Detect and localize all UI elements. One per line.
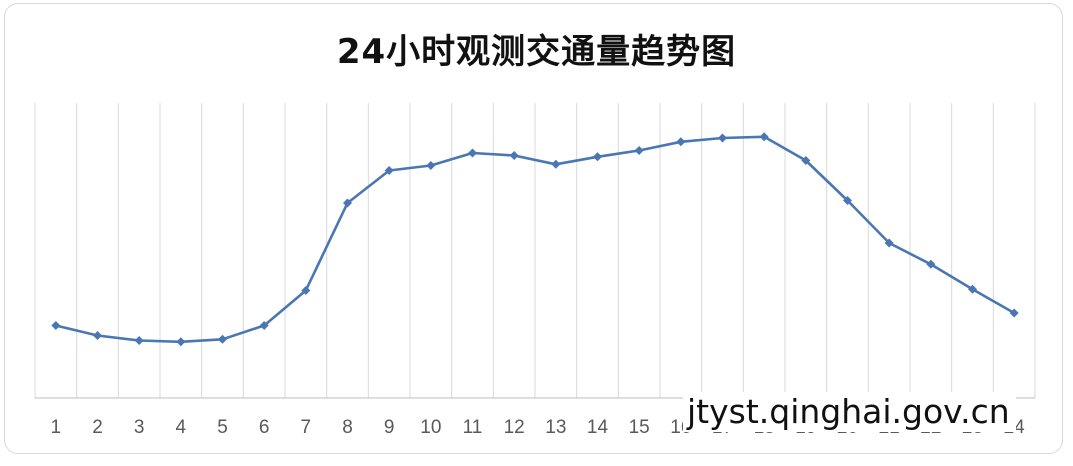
data-point [259,321,269,330]
x-tick-label: 9 [384,417,395,438]
grid-lines [34,103,1036,398]
x-tick-label: 10 [420,417,441,438]
data-point [426,161,436,170]
data-point [884,238,894,248]
data-point [509,151,519,160]
x-tick-label: 4 [176,417,187,438]
watermark-text: jtyst.qinghai.gov.cn [683,392,1016,432]
x-tick-label: 7 [301,417,312,438]
data-point [1009,308,1019,318]
x-tick-label: 5 [217,417,228,438]
x-tick-label: 3 [134,417,145,438]
data-point [93,331,102,340]
data-point [218,334,227,344]
data-point [801,156,811,165]
data-point [551,159,561,169]
data-point [593,152,602,162]
x-tick-label: 15 [629,417,650,438]
data-point [343,198,352,208]
data-point [301,286,311,295]
chart-title: 24小时观测交通量趋势图 [336,32,737,72]
data-point [843,196,852,205]
data-point [634,146,644,155]
data-point [384,166,394,175]
x-tick-label: 6 [259,417,270,438]
x-tick-label: 1 [51,417,62,438]
x-tick-label: 12 [504,417,525,438]
chart-frame [4,3,1063,454]
data-point [759,132,769,142]
data-point [718,133,727,143]
data-point [926,259,936,269]
x-tick-label: 14 [587,417,609,438]
data-point [676,137,686,147]
x-tick-label: 11 [463,417,483,438]
data-point [468,148,477,158]
data-points [51,132,1019,347]
x-tick-label: 13 [545,417,566,438]
data-point [51,321,61,330]
x-tick-label: 8 [342,417,353,438]
series-line [55,135,1015,344]
x-tick-label: 2 [92,417,103,438]
data-point [134,336,144,345]
data-point [968,284,977,294]
data-point [176,337,186,347]
